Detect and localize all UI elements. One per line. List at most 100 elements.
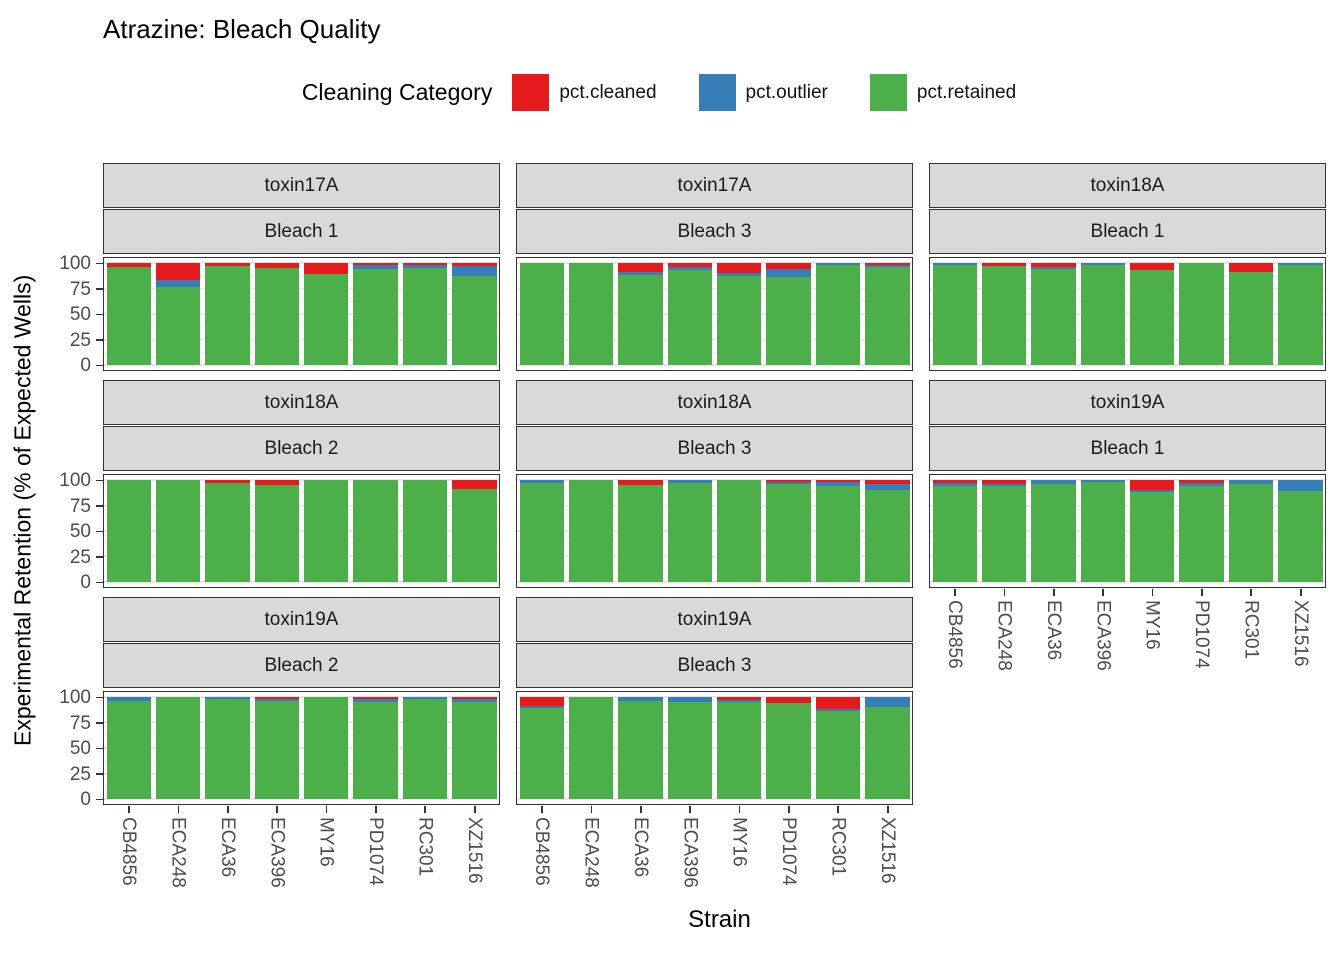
bar-segment-retained [106, 480, 151, 582]
facet-strip-bleach: Bleach 1 [103, 209, 500, 254]
facet-strip-toxin: toxin19A [103, 597, 500, 642]
y-axis-title: Experimental Retention (% of Expected We… [9, 274, 36, 746]
bar-segment-outlier [932, 263, 977, 266]
bar-segment-outlier [1031, 480, 1076, 485]
gridline-minor [104, 709, 499, 711]
bar-cb4856 [106, 480, 151, 582]
bar-segment-outlier [452, 266, 497, 277]
gridline-major [104, 338, 499, 341]
x-tick-label-eca36: ECA36 [629, 817, 651, 878]
gridline-minor [104, 300, 499, 302]
gridline-major [930, 504, 1325, 507]
bar-eca248 [155, 263, 201, 365]
bar-segment-retained [766, 703, 811, 799]
bar-eca396 [1080, 480, 1125, 582]
bar-pd1074 [766, 480, 811, 582]
bar-segment-retained [254, 268, 299, 365]
bar-xz1516 [1278, 263, 1323, 365]
bar-segment-cleaned [106, 263, 151, 268]
gridline-major [104, 287, 499, 290]
bar-segment-retained [353, 480, 398, 582]
x-tick-label-rc301: RC301 [827, 817, 849, 877]
bar-segment-retained [865, 267, 910, 365]
gridline-minor [517, 568, 912, 570]
legend-label-pct-cleaned: pct.cleaned [559, 81, 657, 103]
bar-segment-cleaned [815, 697, 861, 710]
bar-my16 [717, 697, 762, 799]
bar-segment-retained [1080, 265, 1125, 365]
y-tick-label: 75 [69, 495, 91, 517]
gridline-minor [930, 326, 1325, 328]
bar-segment-outlier [981, 484, 1027, 487]
bar-eca248 [568, 263, 614, 365]
y-tick-mark [96, 364, 103, 367]
facet-strip-bleach: Bleach 3 [516, 426, 913, 471]
bar-segment-retained [667, 483, 712, 582]
y-tick-label: 100 [59, 687, 91, 708]
x-tick-mark [177, 806, 180, 813]
bar-segment-retained [815, 486, 861, 582]
bar-segment-retained [981, 486, 1027, 582]
bar-eca36 [618, 480, 663, 582]
legend-swatch-pct-outlier-icon [698, 74, 736, 111]
bar-segment-retained [304, 274, 349, 365]
gridline-major [930, 530, 1325, 532]
bar-segment-retained [717, 702, 762, 799]
bar-eca396 [254, 263, 299, 365]
x-tick-mark [424, 806, 427, 813]
x-tick-mark [1250, 589, 1253, 596]
x-tick-label-cb4856: CB4856 [118, 817, 140, 886]
y-tick-label: 50 [69, 521, 91, 542]
bar-segment-retained [452, 489, 497, 582]
gridline-minor [930, 517, 1325, 519]
bar-rc301 [1228, 480, 1274, 582]
bar-xz1516 [452, 480, 497, 582]
bar-segment-retained [205, 483, 250, 582]
bar-segment-cleaned [353, 263, 398, 266]
y-tick-label: 0 [80, 355, 91, 376]
bar-segment-retained [452, 276, 497, 365]
bar-segment-cleaned [402, 263, 448, 266]
legend-item-pct-cleaned: pct.cleaned [512, 74, 657, 111]
bar-segment-retained [304, 480, 349, 582]
bar-segment-cleaned [452, 480, 497, 490]
bar-segment-outlier [205, 697, 250, 700]
bar-segment-cleaned [618, 480, 663, 486]
bar-segment-outlier [618, 697, 663, 702]
legend-item-pct-retained: pct.retained [869, 74, 1016, 111]
facet-panel [103, 257, 500, 371]
bar-eca36 [618, 697, 663, 799]
bar-rc301 [815, 697, 861, 799]
bar-segment-retained [568, 263, 614, 365]
x-tick-mark [276, 806, 279, 813]
bar-segment-cleaned [353, 697, 398, 700]
gridline-major [517, 721, 912, 724]
bar-xz1516 [865, 697, 910, 799]
gridline-minor [517, 492, 912, 494]
bar-segment-outlier [815, 709, 861, 712]
bar-segment-retained [205, 699, 250, 799]
legend: Cleaning Category pct.cleaned pct.outlie… [0, 74, 1344, 111]
gridline-major [517, 287, 912, 290]
gridline-major [104, 721, 499, 724]
x-tick-label-pd1074: PD1074 [778, 817, 800, 886]
gridline-minor [517, 300, 912, 302]
bar-segment-outlier [667, 267, 712, 271]
gridline-major [104, 313, 499, 315]
gridline-major [930, 479, 1325, 481]
gridline-minor [930, 275, 1325, 277]
bar-pd1074 [353, 480, 398, 582]
x-tick-label-eca396: ECA396 [1092, 600, 1114, 671]
bar-segment-outlier [1080, 263, 1125, 266]
gridline-major [104, 504, 499, 507]
x-tick-mark [541, 806, 543, 813]
facet-panel [516, 691, 913, 805]
facet-strip-toxin: toxin18A [929, 163, 1326, 208]
bar-segment-retained [932, 265, 977, 365]
gridline-major [517, 262, 912, 264]
bar-segment-outlier [865, 484, 910, 491]
gridline-minor [930, 300, 1325, 302]
bar-xz1516 [1278, 480, 1323, 582]
bar-segment-cleaned [766, 480, 811, 483]
legend-swatch-pct-retained-icon [869, 74, 907, 111]
